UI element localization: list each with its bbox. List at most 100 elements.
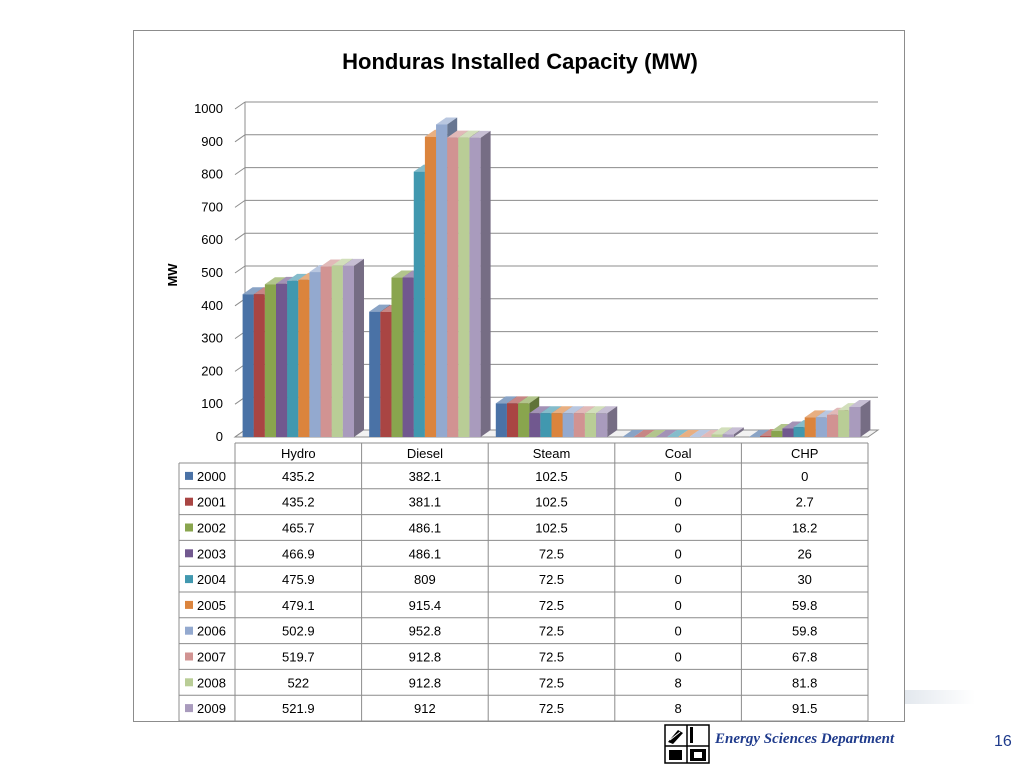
bar-top bbox=[655, 430, 677, 437]
bar-top bbox=[689, 430, 711, 437]
y-tick-label: 1000 bbox=[194, 101, 223, 116]
data-label: 8 bbox=[674, 701, 681, 716]
legend-label: 2008 bbox=[197, 675, 226, 690]
legend-swatch bbox=[185, 497, 193, 506]
y-tick-label: 0 bbox=[216, 429, 223, 444]
data-label: 59.8 bbox=[792, 624, 817, 639]
y-tick-label: 600 bbox=[201, 232, 223, 247]
data-label: 486.1 bbox=[409, 546, 442, 561]
data-label: 72.5 bbox=[539, 675, 564, 690]
bar-top bbox=[633, 430, 655, 437]
data-label: 0 bbox=[674, 546, 681, 561]
bar-top bbox=[748, 430, 771, 437]
bar-front bbox=[584, 413, 597, 437]
bar-top bbox=[644, 430, 666, 437]
y-tick-label: 500 bbox=[201, 265, 223, 280]
bar-front bbox=[815, 417, 827, 437]
data-label: 0 bbox=[674, 521, 681, 536]
bar-side bbox=[733, 427, 744, 437]
legend-label: 2003 bbox=[197, 546, 226, 561]
data-label: 435.2 bbox=[282, 495, 315, 510]
bar-front bbox=[264, 284, 277, 437]
data-table: Hydro Diesel Steam Coal CHP 2000 435.2 382.1 102… bbox=[178, 442, 869, 722]
data-label: 435.2 bbox=[282, 469, 315, 484]
bar bbox=[849, 399, 871, 437]
bar bbox=[644, 430, 666, 437]
bar-top bbox=[678, 430, 700, 437]
bar-front bbox=[287, 280, 299, 437]
bar-front bbox=[342, 265, 355, 437]
gridline-diagonal bbox=[234, 101, 246, 110]
bar-front bbox=[391, 277, 403, 437]
bar bbox=[342, 258, 365, 437]
bar-side bbox=[480, 130, 491, 437]
bar-front bbox=[782, 428, 794, 437]
bar-front bbox=[722, 434, 734, 437]
bar-front bbox=[424, 136, 437, 437]
data-label: 519.7 bbox=[282, 650, 315, 665]
bar-front bbox=[309, 272, 321, 437]
bar-top bbox=[264, 277, 287, 285]
gridline-diagonal bbox=[234, 167, 246, 176]
bar-front bbox=[518, 403, 530, 437]
bar-front bbox=[540, 413, 552, 437]
data-label: 382.1 bbox=[409, 469, 442, 484]
bar bbox=[469, 130, 491, 437]
data-label: 2.7 bbox=[796, 495, 814, 510]
legend-label: 2000 bbox=[197, 469, 226, 484]
legend-swatch bbox=[185, 626, 193, 635]
data-label: 72.5 bbox=[539, 701, 564, 716]
bar-front bbox=[711, 434, 723, 437]
data-label: 912 bbox=[414, 701, 436, 716]
data-label: 72.5 bbox=[539, 624, 564, 639]
bar-front bbox=[838, 410, 850, 437]
data-label: 67.8 bbox=[792, 650, 817, 665]
legend-label: 2001 bbox=[197, 495, 226, 510]
bar-top bbox=[573, 406, 595, 414]
legend-swatch bbox=[185, 600, 193, 609]
bar-front bbox=[458, 137, 470, 437]
bar-front bbox=[447, 137, 459, 437]
legend-label: 2004 bbox=[197, 572, 226, 587]
department-logo bbox=[664, 724, 710, 764]
page-number: 16 bbox=[994, 733, 1012, 750]
gridline-diagonal bbox=[234, 232, 246, 241]
legend-label: 2007 bbox=[197, 650, 226, 665]
data-label: 912.8 bbox=[409, 675, 442, 690]
bar-top bbox=[849, 399, 871, 407]
data-label: 0 bbox=[674, 572, 681, 587]
chart-title: Honduras Installed Capacity (MW) bbox=[342, 49, 698, 74]
bar-top bbox=[447, 130, 469, 138]
data-label: 0 bbox=[674, 650, 681, 665]
data-label: 91.5 bbox=[792, 701, 817, 716]
bar-front bbox=[529, 413, 541, 437]
data-label: 915.4 bbox=[409, 598, 442, 613]
data-label: 0 bbox=[674, 624, 681, 639]
data-label: 475.9 bbox=[282, 572, 315, 587]
legend-swatch bbox=[185, 704, 193, 713]
data-label: 72.5 bbox=[539, 546, 564, 561]
y-tick-label: 200 bbox=[201, 363, 223, 378]
y-tick-label: 100 bbox=[201, 396, 223, 411]
data-label: 102.5 bbox=[535, 469, 568, 484]
bar-top bbox=[722, 427, 744, 435]
data-label: 952.8 bbox=[409, 624, 442, 639]
gridline-diagonal bbox=[234, 265, 246, 274]
legend-label: 2009 bbox=[197, 701, 226, 716]
bar-front bbox=[506, 403, 519, 437]
bar-front bbox=[369, 311, 381, 437]
y-tick-label: 900 bbox=[201, 134, 223, 149]
bar-front bbox=[793, 427, 805, 437]
bar-top bbox=[495, 396, 517, 404]
bar-front bbox=[551, 413, 563, 437]
bar-top bbox=[551, 406, 573, 414]
bar-top bbox=[506, 396, 529, 404]
x-tick-label: Diesel bbox=[407, 446, 443, 461]
y-tick-labels: 0 100 200 300 400 500 600 700 800 900 1000 bbox=[194, 101, 223, 444]
bar-top bbox=[666, 430, 689, 437]
bar-front bbox=[320, 266, 332, 437]
legend-swatch bbox=[185, 678, 193, 687]
bar-front bbox=[402, 277, 414, 437]
data-label: 0 bbox=[674, 598, 681, 613]
bar-front bbox=[242, 294, 254, 437]
